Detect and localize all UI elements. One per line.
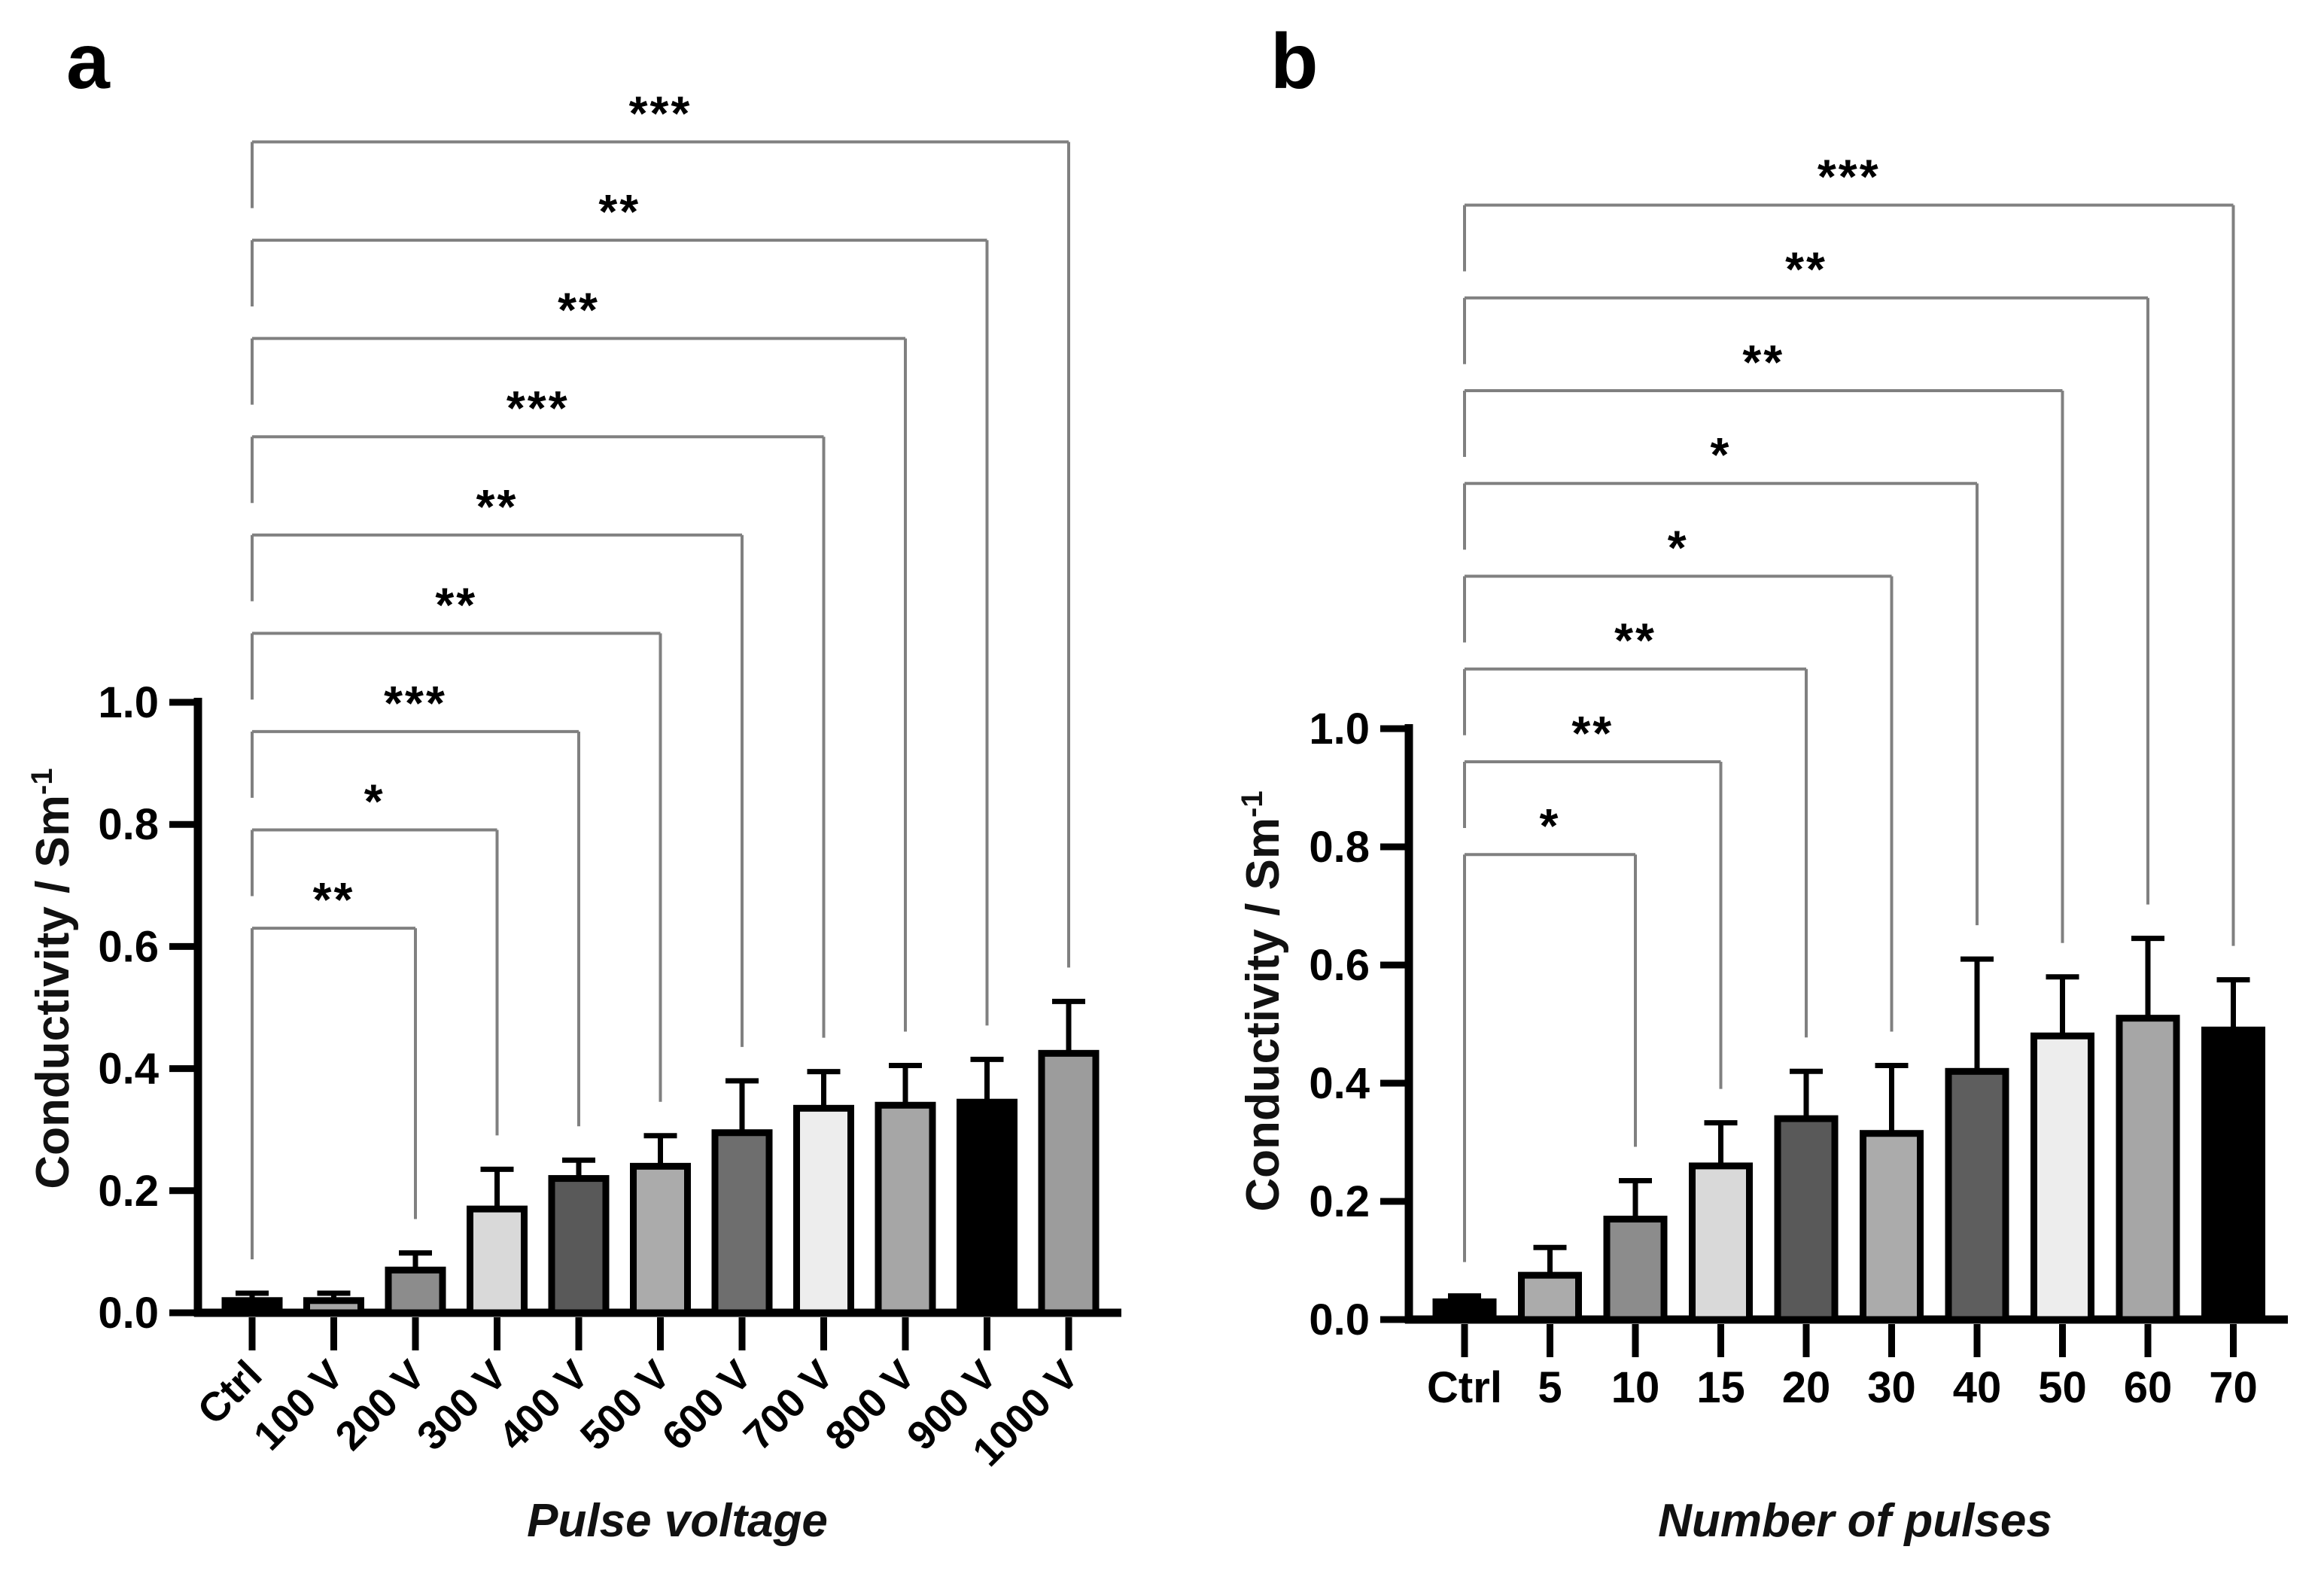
bar-5 xyxy=(1518,1271,1582,1323)
sig-label: ** xyxy=(1571,706,1614,760)
x-category-label: 60 xyxy=(2124,1363,2173,1412)
y-tick-label: 1.0 xyxy=(98,678,159,727)
bar-700 V xyxy=(793,1104,854,1317)
bar-20 xyxy=(1774,1115,1839,1323)
bar-70 xyxy=(2201,1026,2265,1323)
x-category-label: 5 xyxy=(1538,1363,1562,1412)
sig-label: * xyxy=(1540,799,1561,853)
bar-Ctrl xyxy=(1432,1298,1497,1323)
y-tick-label: 0.8 xyxy=(1309,823,1370,872)
sig-label: * xyxy=(364,774,385,828)
bar-40 xyxy=(1945,1067,2009,1323)
sig-label: *** xyxy=(1818,149,1881,203)
y-tick-label: 0.8 xyxy=(98,800,159,849)
x-category-label: 40 xyxy=(1953,1363,2002,1412)
sig-label: ** xyxy=(313,872,355,927)
x-category-label: Ctrl xyxy=(1427,1363,1502,1412)
bar-400 V xyxy=(548,1175,610,1317)
bar-600 V xyxy=(711,1129,773,1317)
y-axis-title-a: Conductivity / Sm-1 xyxy=(26,768,79,1189)
y-tick-label: 0.6 xyxy=(98,922,159,971)
bar-500 V xyxy=(630,1162,691,1317)
sig-label: *** xyxy=(629,87,692,141)
bar-10 xyxy=(1603,1216,1668,1323)
bar-800 V xyxy=(875,1101,936,1317)
bar-300 V xyxy=(467,1205,528,1317)
sig-label: ** xyxy=(435,577,477,632)
bar-900 V xyxy=(957,1098,1018,1317)
y-tick-label: 0.6 xyxy=(1309,941,1370,990)
x-category-label: 30 xyxy=(1867,1363,1916,1412)
y-tick-label: 1.0 xyxy=(1309,705,1370,753)
bar-200 V xyxy=(385,1266,446,1317)
y-tick-label: 0.2 xyxy=(1309,1177,1370,1226)
sig-label: ** xyxy=(598,184,640,239)
x-category-label: 10 xyxy=(1611,1363,1660,1412)
y-tick-label: 0.2 xyxy=(98,1167,159,1216)
sig-label: ** xyxy=(1742,335,1784,389)
sig-label: ** xyxy=(1785,242,1827,297)
y-tick-label: 0.4 xyxy=(1309,1059,1370,1108)
x-category-label: 50 xyxy=(2038,1363,2087,1412)
x-category-label: 70 xyxy=(2209,1363,2258,1412)
y-tick-label: 0.4 xyxy=(98,1045,159,1094)
sig-label: ** xyxy=(1614,613,1656,668)
x-axis-title-b: Number of pulses xyxy=(1658,1495,2052,1547)
sig-label: * xyxy=(1668,520,1689,574)
bar-1000 V xyxy=(1038,1049,1100,1317)
bar-60 xyxy=(2116,1015,2180,1323)
sig-label: ** xyxy=(476,479,519,534)
y-tick-label: 0.0 xyxy=(1309,1295,1370,1344)
x-category-label: 15 xyxy=(1696,1363,1745,1412)
sig-label: ** xyxy=(558,283,600,337)
panel-label-b: b xyxy=(1270,18,1319,105)
y-tick-label: 0.0 xyxy=(98,1289,159,1338)
x-axis-title-a: Pulse voltage xyxy=(527,1495,828,1547)
sig-label: *** xyxy=(384,676,447,730)
bar-15 xyxy=(1689,1162,1753,1323)
bar-100 V xyxy=(303,1297,364,1317)
x-category-label: 20 xyxy=(1782,1363,1831,1412)
bar-50 xyxy=(2030,1032,2094,1323)
panel-label-a: a xyxy=(66,18,110,105)
sig-label: *** xyxy=(506,381,570,435)
bar-30 xyxy=(1860,1130,1924,1323)
y-axis-title-b: Conductivity / Sm-1 xyxy=(1236,790,1289,1212)
bar-Ctrl xyxy=(221,1297,283,1317)
sig-label: * xyxy=(1711,428,1732,482)
